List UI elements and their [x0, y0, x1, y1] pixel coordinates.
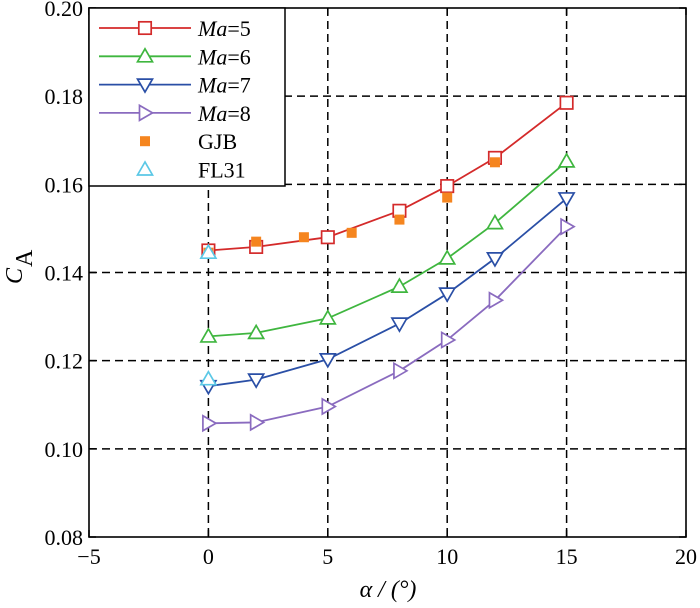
y-tick-label: 0.18 — [45, 84, 84, 109]
data-point-gjb — [298, 232, 309, 243]
data-point-ma-8 — [488, 291, 505, 310]
legend-label-ma-7: Ma=7 — [197, 73, 251, 98]
data-point-ma-6 — [557, 152, 576, 168]
data-point-ma-8 — [393, 361, 409, 380]
data-point-gjb — [394, 214, 405, 225]
data-point-ma-6 — [247, 323, 266, 340]
data-point-ma-7 — [390, 317, 409, 333]
x-tick-label: 10 — [436, 544, 458, 569]
x-tick-label: −5 — [77, 544, 100, 569]
legend-marker-ma-6 — [136, 47, 154, 63]
x-tick-label: 20 — [675, 544, 697, 569]
data-point-ma-8 — [202, 414, 218, 433]
data-point-ma-7 — [557, 192, 576, 208]
data-point-ma-7 — [485, 252, 504, 268]
legend-marker-gjb — [140, 136, 150, 147]
y-tick-label: 0.08 — [45, 525, 84, 550]
data-point-ma-5 — [320, 230, 335, 245]
data-point-gjb — [442, 192, 453, 203]
legend-label-ma-5: Ma=5 — [197, 16, 251, 41]
legend-label-ma-6: Ma=6 — [197, 44, 251, 69]
data-point-ma-6 — [438, 249, 457, 265]
x-tick-label: 5 — [322, 544, 333, 569]
y-axis-title-main: C — [2, 267, 28, 284]
x-axis-title: α / (°) — [360, 577, 417, 603]
plot-area — [199, 95, 576, 433]
y-axis-title: C A — [2, 249, 38, 284]
y-tick-label: 0.10 — [45, 437, 84, 462]
data-point-gjb — [346, 227, 357, 238]
legend: Ma=5 Ma=6 Ma=7 Ma=8 GJB FL31 — [88, 7, 286, 187]
data-point-ma-6 — [485, 213, 504, 230]
y-tick-label: 0.14 — [45, 261, 84, 286]
data-point-fl31 — [199, 243, 218, 260]
legend-label-fl31: FL31 — [198, 158, 246, 183]
legend-label-gjb: GJB — [198, 129, 237, 154]
data-point-ma-7 — [247, 373, 266, 389]
data-point-ma-6 — [390, 277, 409, 293]
legend-marker-ma-7 — [136, 78, 154, 94]
data-point-ma-8 — [321, 397, 338, 416]
data-point-ma-8 — [249, 413, 266, 432]
legend-box — [88, 7, 286, 187]
grid — [89, 8, 686, 537]
series-line-ma-8 — [208, 226, 568, 425]
legend-label-ma-8: Ma=8 — [197, 101, 251, 126]
data-point-ma-5 — [440, 179, 455, 194]
data-point-ma-6 — [318, 309, 337, 325]
legend-marker-ma-5 — [137, 20, 153, 36]
data-point-gjb — [489, 157, 500, 168]
legend-marker-ma-8 — [138, 103, 155, 122]
y-axis-title-sub: A — [12, 249, 38, 267]
axis-ticks: −5 0 5 10 15 20 0.08 0.10 0.12 0.14 0.16 0.18 0.20 — [45, 0, 698, 569]
data-point-ma-8 — [440, 330, 457, 349]
data-point-ma-7 — [318, 352, 337, 369]
y-tick-label: 0.16 — [45, 172, 84, 197]
x-tick-label: 0 — [203, 544, 214, 569]
data-point-ma-5 — [559, 95, 574, 110]
legend-marker-fl31 — [136, 160, 154, 176]
data-point-ma-6 — [199, 327, 218, 343]
data-point-fl31 — [199, 369, 218, 386]
data-point-ma-8 — [560, 217, 576, 236]
y-tick-label: 0.20 — [45, 0, 84, 21]
x-tick-label: 15 — [556, 544, 578, 569]
data-point-gjb — [251, 236, 262, 247]
y-tick-label: 0.12 — [45, 349, 84, 374]
data-point-ma-7 — [438, 287, 457, 303]
